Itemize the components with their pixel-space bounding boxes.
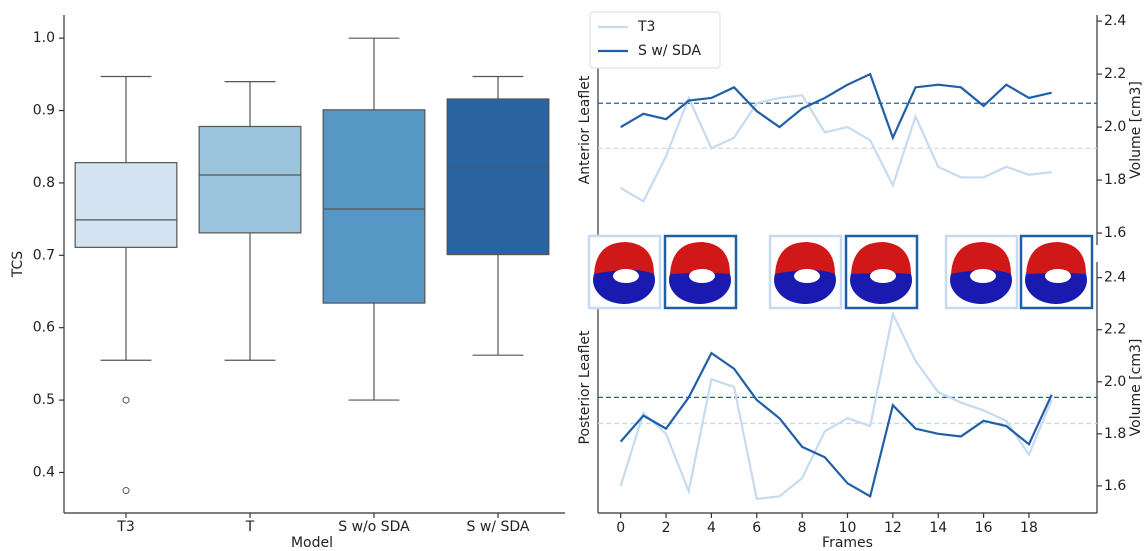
y2-tick-label: 2.2 (1104, 66, 1126, 82)
x-tick-label: 6 (752, 520, 761, 536)
y-axis-label: Posterior Leaflet (577, 330, 593, 445)
y-tick-label: 0.8 (33, 175, 55, 191)
x-tick-label: 18 (1020, 520, 1038, 536)
y2-axis-label: Volume [cm3] (1128, 81, 1144, 179)
y2-axis-label: Volume [cm3] (1128, 339, 1144, 437)
y-tick-label: 0.6 (33, 320, 55, 336)
orifice (870, 269, 896, 283)
outlier (123, 397, 129, 403)
orifice (689, 269, 715, 283)
x-tick-label: S w/ SDA (467, 519, 530, 535)
orifice (794, 269, 820, 283)
figure: 0.4 0.5 0.6 0.7 0.8 0.9 1.0 TCS Model T3 T S w/o SD… (0, 0, 1145, 551)
x-axis-label: Frames (822, 535, 873, 551)
x-tick-label: T3 (116, 519, 134, 535)
y2-tick-label: 1.8 (1104, 172, 1126, 188)
x-axis-label: Model (291, 535, 333, 551)
orifice (970, 269, 996, 283)
box (447, 99, 549, 255)
y-tick-label: 0.4 (33, 464, 55, 480)
orifice (613, 269, 639, 283)
box (75, 163, 177, 248)
x-tick-label: 0 (616, 520, 625, 536)
y-axis-label: TCS (10, 251, 26, 279)
orifice (1045, 269, 1071, 283)
y-tick-label: 1.0 (33, 30, 55, 46)
legend-label: T3 (637, 19, 655, 35)
y2-tick-label: 1.6 (1104, 225, 1126, 241)
x-tick-label: 2 (662, 520, 671, 536)
y2-tick-label: 2.4 (1104, 270, 1126, 286)
x-tick-label: S w/o SDA (338, 519, 410, 535)
x-tick-label: 16 (975, 520, 993, 536)
x-tick-label: 8 (798, 520, 807, 536)
y2-tick-label: 1.8 (1104, 426, 1126, 442)
y-tick-label: 0.5 (33, 392, 55, 408)
x-tick-label: T (245, 519, 255, 535)
box (199, 126, 301, 232)
outlier (123, 488, 129, 494)
y-tick-label: 0.9 (33, 103, 55, 119)
box (323, 110, 425, 303)
y2-tick-label: 2.2 (1104, 322, 1126, 338)
x-tick-label: 10 (839, 520, 857, 536)
y-tick-label: 0.7 (33, 247, 55, 263)
legend-label: S w/ SDA (638, 43, 701, 59)
inset-images (589, 236, 1092, 308)
y2-tick-label: 2.0 (1104, 374, 1126, 390)
x-tick-label: 12 (884, 520, 902, 536)
y2-tick-label: 2.0 (1104, 119, 1126, 135)
y-axis-label: Anterior Leaflet (577, 75, 593, 184)
x-tick-label: 14 (929, 520, 947, 536)
y2-tick-label: 2.4 (1104, 13, 1126, 29)
x-tick-label: 4 (707, 520, 716, 536)
y2-tick-label: 1.6 (1104, 478, 1126, 494)
